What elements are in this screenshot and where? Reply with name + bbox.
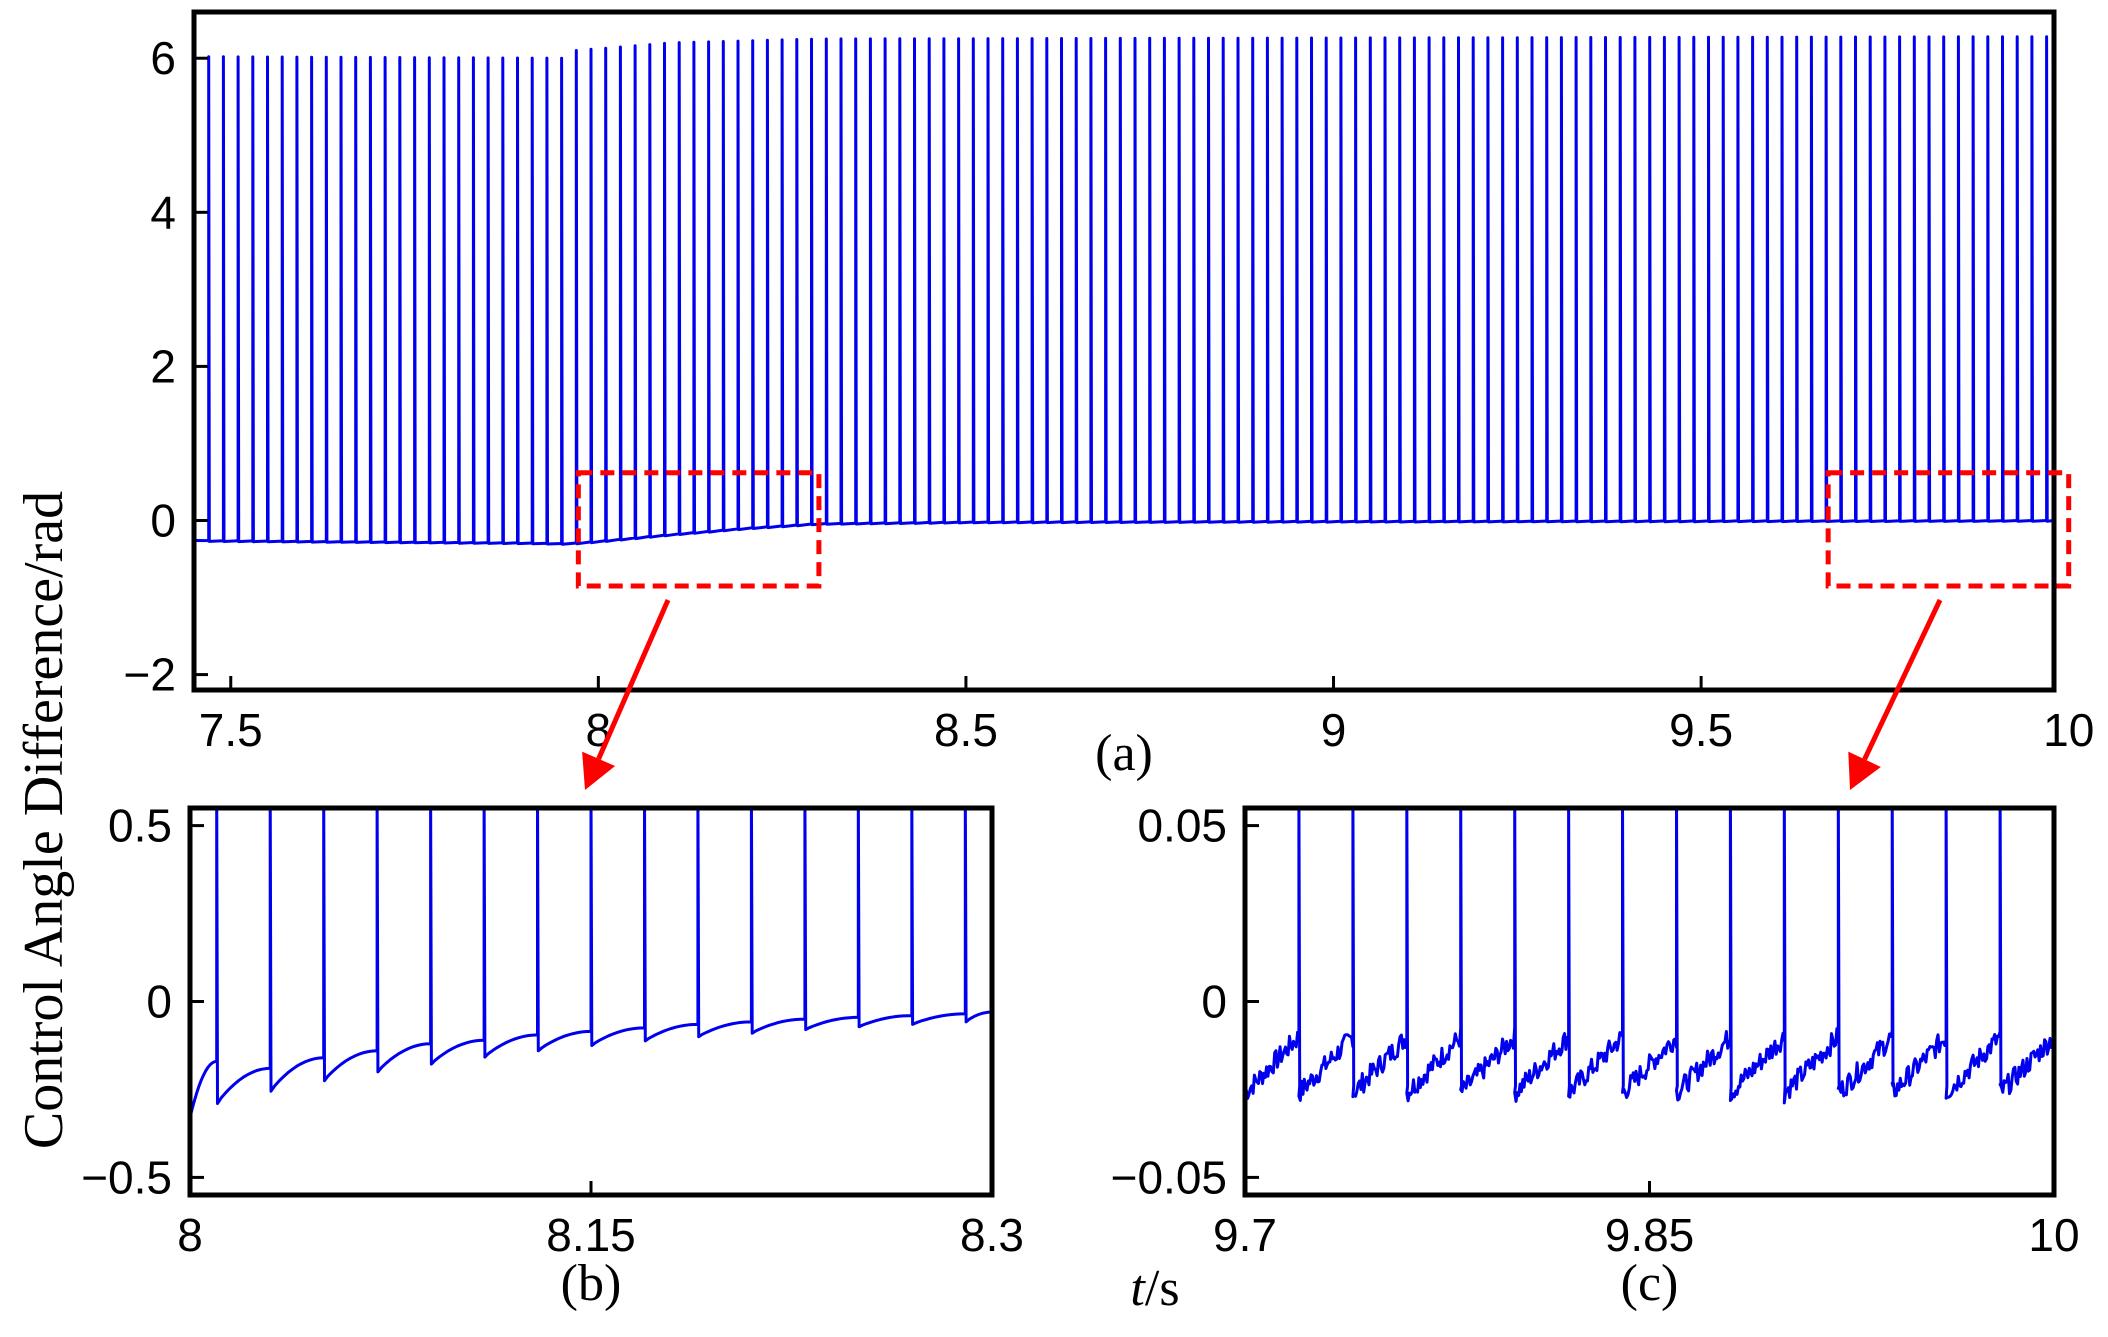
- y-tick-label: −2: [124, 649, 176, 701]
- x-tick-label: 9: [1321, 704, 1347, 756]
- x-axis-label-unit: /s: [1145, 1260, 1180, 1317]
- zoom-arrow-line: [596, 598, 671, 760]
- y-tick-label: −0.05: [1111, 1151, 1227, 1203]
- zoom-arrow-head: [582, 751, 616, 790]
- y-tick-label: −0.5: [81, 1151, 172, 1203]
- plot-frame: [1242, 805, 2057, 1198]
- x-tick-label: 8: [177, 1209, 203, 1261]
- x-tick-label: 8.3: [960, 1209, 1024, 1261]
- series-line: [1245, 808, 2054, 1105]
- x-axis-label-variable: t: [1130, 1260, 1146, 1317]
- zoom-region-box: [575, 470, 822, 589]
- panel-label: (c): [1621, 1255, 1679, 1312]
- y-tick-label: 0.05: [1137, 800, 1227, 852]
- x-tick-label: 7.5: [199, 704, 263, 756]
- y-tick-label: 6: [150, 32, 176, 84]
- series-line: [194, 35, 2054, 546]
- panel-c: 9.7 9.85 10 −0.05 0 0.05 (c): [1111, 800, 2080, 1312]
- panel-b: 8 8.15 8.3 −0.5 0 0.5 (b): [81, 800, 1024, 1312]
- panel-label: (a): [1095, 725, 1153, 782]
- y-tick-label: 0.5: [108, 800, 172, 852]
- x-tick-label: 10: [2028, 1209, 2079, 1261]
- zoom-arrow-line: [1862, 598, 1943, 761]
- panel-label: (b): [561, 1255, 622, 1312]
- panel-a: 7.5 8 8.5 9 9.5 10 −2 0 2 4 6 (a): [124, 9, 2094, 782]
- x-tick-label: 10: [2043, 704, 2094, 756]
- y-tick-label: 0: [1201, 976, 1227, 1028]
- zoom-annotations: [582, 598, 1943, 790]
- y-tick-label: 4: [150, 186, 176, 238]
- y-tick-label: 0: [146, 976, 172, 1028]
- zoom-region-box: [1825, 470, 2072, 589]
- zoom-arrow-head: [1848, 751, 1881, 790]
- x-tick-label: 9.7: [1213, 1209, 1277, 1261]
- plot-frame: [191, 9, 2057, 693]
- x-tick-label: 9.85: [1605, 1209, 1695, 1261]
- x-tick-label: 9.5: [1669, 704, 1733, 756]
- y-tick-label: 0: [150, 495, 176, 547]
- y-tick-label: 2: [150, 340, 176, 392]
- x-tick-label: 8.15: [546, 1209, 636, 1261]
- x-axis-label: t/s: [1130, 1260, 1179, 1317]
- series-line: [190, 808, 992, 1118]
- y-axis-label: Control Angle Difference/rad: [13, 491, 75, 1149]
- x-tick-label: 8: [586, 704, 612, 756]
- x-tick-label: 8.5: [934, 704, 998, 756]
